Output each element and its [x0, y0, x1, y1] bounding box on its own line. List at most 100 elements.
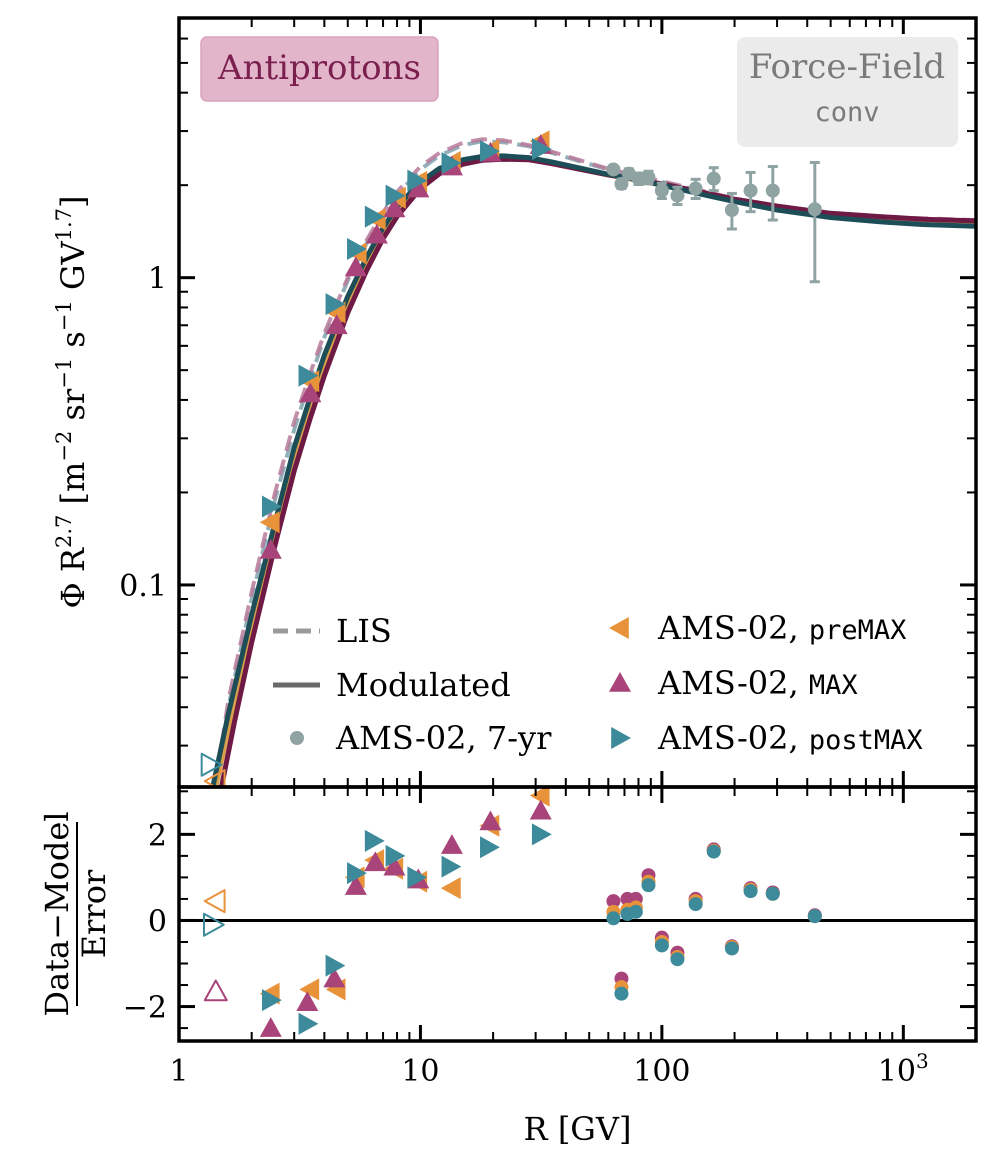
legend-label-text: AMS-02, — [657, 609, 809, 647]
legend-marker — [609, 617, 629, 639]
point-ams-02-7-yr — [641, 170, 656, 185]
y-axis-title-part: Φ R — [54, 547, 92, 608]
point-ams-02-postmax — [364, 205, 385, 228]
point-ams-02-max — [407, 177, 430, 198]
legend-entry-lis: LIS — [273, 612, 392, 650]
point-ams-02-7-yr — [765, 183, 780, 198]
point-ams-02-7-yr — [706, 171, 721, 186]
y-axis-title-exponent: −1 — [52, 300, 76, 331]
residual-7-yr-postmax- — [670, 952, 685, 967]
y-ticks-residual — [179, 790, 976, 1030]
y-tick-label: 0.1 — [119, 569, 167, 604]
residual-premax — [440, 877, 461, 900]
point-ams-02-postmax — [347, 237, 367, 260]
residual-7-yr-postmax- — [706, 844, 721, 859]
residual-7-yr-postmax- — [688, 897, 703, 912]
res-y-tick-label: 2 — [148, 818, 167, 853]
point-ams-02-max — [365, 223, 388, 244]
point-ams-02-postmax — [441, 152, 462, 175]
x-tick-label: 103 — [878, 1049, 929, 1089]
data-points — [200, 130, 822, 787]
residual-max — [296, 991, 319, 1012]
legend-label: AMS-02, postMAX — [657, 719, 923, 757]
main-panel: Antiprotons Force-Field conv LIS Modulated AM… — [200, 36, 976, 787]
residual-postmax — [531, 823, 552, 846]
curve-modulated-max- — [219, 156, 976, 787]
residual-7-yr-postmax- — [606, 911, 621, 926]
residual-7-yr-postmax- — [765, 886, 780, 901]
model-badge-box — [737, 37, 958, 147]
legend-label: AMS-02, preMAX — [657, 609, 906, 647]
residual-postmax — [364, 829, 385, 852]
residual-postmax — [385, 844, 406, 867]
point-ams-02-postmax — [325, 293, 346, 316]
point-ams-02-postmax — [298, 364, 319, 387]
point-ams-02-7-yr — [743, 183, 758, 198]
residual-open-marker — [202, 912, 225, 937]
point-ams-02-postmax — [407, 169, 428, 192]
y-axis-title-part: ] — [54, 195, 92, 207]
model-badge-line1: Force-Field — [749, 47, 945, 87]
point-ams-02-7-yr — [670, 188, 685, 203]
point-ams-02-max — [383, 197, 406, 218]
x-tick-label: 100 — [633, 1054, 690, 1089]
residual-y-title-denominator: Error — [75, 869, 113, 958]
legend-marker — [609, 672, 631, 692]
y-tick-label: 1 — [148, 262, 167, 297]
legend-entry-ams-02-postmax: AMS-02, postMAX — [611, 719, 923, 757]
point-ams-02-postmax — [200, 752, 223, 777]
residual-postmax — [347, 862, 367, 885]
point-ams-02-max — [259, 538, 282, 559]
curve-lis-max- — [213, 137, 976, 787]
y-axis-title-part: [m — [54, 462, 92, 515]
x-tick-label: 1 — [169, 1054, 188, 1089]
res-y-tick-label: 0 — [148, 904, 167, 939]
residual-7-yr-postmax- — [654, 938, 669, 953]
residual-max — [323, 967, 346, 988]
residual-7-yr-postmax- — [614, 986, 629, 1001]
residual-max — [364, 851, 387, 872]
residual-postmax — [298, 1012, 319, 1035]
antiprotons-badge: Antiprotons — [200, 36, 439, 102]
antiprotons-badge-label: Antiprotons — [217, 48, 421, 88]
y-axis-title: Φ R2.7 [m−2 sr−1 s−1 GV1.7] — [52, 195, 92, 608]
residual-7-yr-postmax- — [641, 878, 656, 893]
x-tick-label-text: 10 — [401, 1054, 439, 1089]
y-axis-title-part: sr — [54, 388, 92, 431]
curve-modulated-premax- — [213, 155, 976, 787]
residual-max — [479, 810, 502, 831]
residual-postmax — [441, 855, 462, 878]
legend-label-text: LIS — [336, 612, 392, 650]
residual-postmax — [261, 989, 282, 1012]
curve-lis-postmax- — [214, 139, 976, 787]
residual-7-yr-postmax- — [807, 909, 822, 924]
x-tick-label-text: 100 — [633, 1054, 690, 1089]
residual-7-yr-postmax- — [628, 904, 643, 919]
res-y-tick-label: −2 — [123, 991, 167, 1026]
residual-max — [344, 875, 367, 895]
residual-y-title: Data−Model Error — [38, 811, 113, 1016]
point-ams-02-postmax — [531, 138, 552, 161]
y-axis-title-exponent: 1.7 — [52, 208, 76, 241]
residual-max — [440, 834, 463, 854]
point-ams-02-7-yr — [807, 202, 822, 217]
residual-7-yr-postmax- — [743, 884, 758, 899]
point-ams-02-7-yr — [654, 183, 669, 198]
antiprotons-badge-box — [200, 36, 439, 102]
x-axis-title: R [GV] — [524, 1110, 632, 1148]
point-ams-02-7-yr — [724, 203, 739, 218]
residual-7-yr-max- — [606, 894, 621, 909]
legend-label-text: AMS-02, — [657, 664, 809, 702]
legend-entry-ams-02-premax: AMS-02, preMAX — [609, 609, 906, 647]
model-badge: Force-Field conv — [737, 37, 958, 147]
residual-premax — [529, 787, 550, 807]
legend-marker — [611, 727, 631, 749]
residual-premax — [299, 978, 320, 1001]
residual-open-marker — [203, 889, 226, 914]
point-ams-02-7-yr — [614, 176, 629, 191]
y-axis-title-exponent: −1 — [52, 358, 76, 389]
point-ams-02-7-yr — [606, 162, 621, 177]
point-ams-02-premax — [259, 511, 280, 534]
